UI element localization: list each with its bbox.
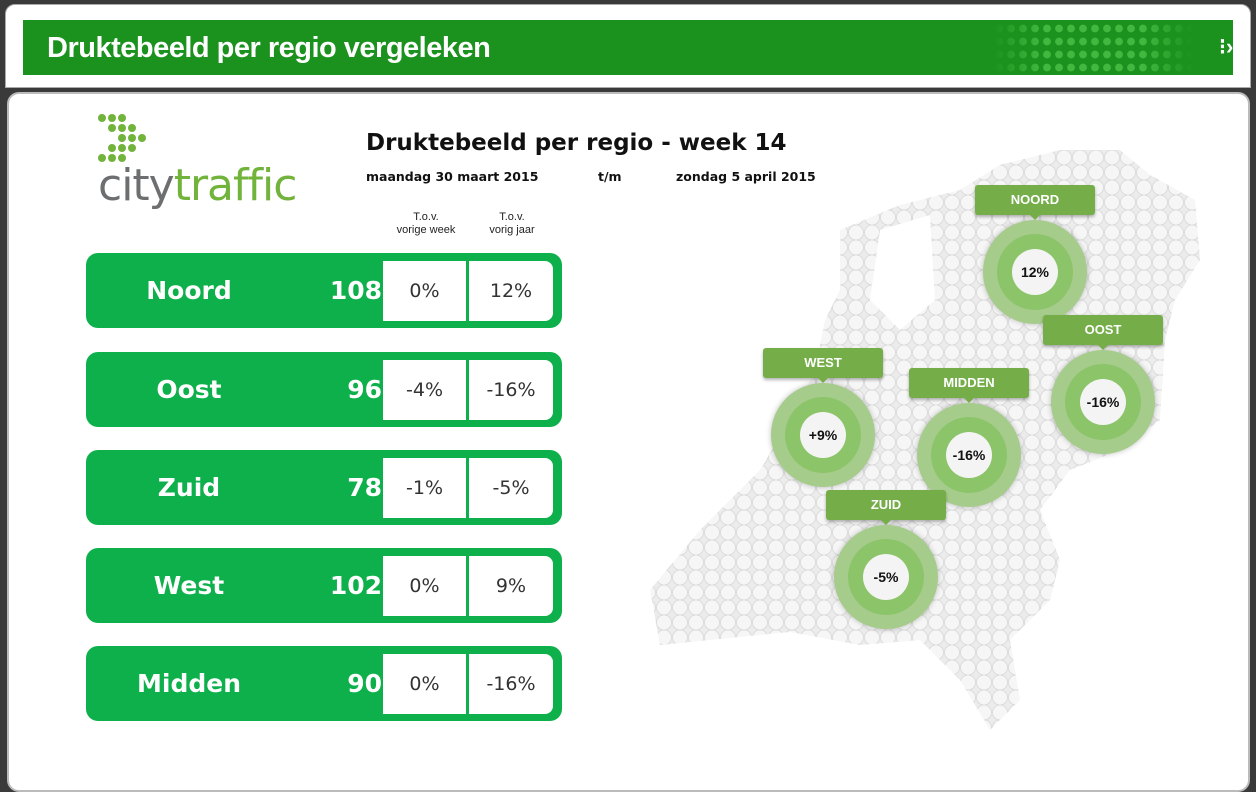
column-header-line: T.o.v. <box>499 211 525 223</box>
logo-text: citytraffic <box>98 160 298 211</box>
vs-week-cell: 0% <box>383 556 466 616</box>
column-header-line: vorige week <box>396 224 456 236</box>
column-header-line: vorig jaar <box>489 224 535 236</box>
badge-label: ZUID <box>826 490 946 525</box>
date-separator: t/m <box>598 169 622 184</box>
column-header-prev-year: T.o.v. vorig jaar <box>469 211 555 237</box>
region-row-oost: Oost 96 -4% -16% <box>86 352 562 427</box>
region-row-west: West 102 0% 9% <box>86 548 562 623</box>
vs-year-cell: -5% <box>469 458 553 518</box>
report-title: Druktebeeld per regio - week 14 <box>366 130 787 156</box>
region-name: Midden <box>137 669 241 698</box>
region-name: Noord <box>146 276 232 305</box>
region-row-noord: Noord 108 0% 12% <box>86 253 562 328</box>
badge-value: -5% <box>863 554 909 600</box>
region-name: Zuid <box>157 473 221 502</box>
badge-value: +9% <box>800 412 846 458</box>
badge-label: OOST <box>1043 315 1163 350</box>
vs-week-cell: -4% <box>383 360 466 420</box>
badge-value: 12% <box>1012 249 1058 295</box>
badge-value: -16% <box>946 432 992 478</box>
logo-dots-icon <box>98 114 146 162</box>
date-to: zondag 5 april 2015 <box>676 169 816 184</box>
region-value: 102 <box>329 571 382 600</box>
vs-year-cell: 12% <box>469 261 553 321</box>
map-inland-water <box>870 215 935 330</box>
region-row-midden: Midden 90 0% -16% <box>86 646 562 721</box>
decorative-dots <box>993 22 1193 73</box>
date-from: maandag 30 maart 2015 <box>366 169 539 184</box>
vs-year-cell: -16% <box>469 654 553 714</box>
region-name: Oost <box>156 375 222 404</box>
region-value: 108 <box>329 276 382 305</box>
badge-label: NOORD <box>975 185 1095 220</box>
region-value: 90 <box>347 669 382 698</box>
column-header-prev-week: T.o.v. vorige week <box>383 211 469 237</box>
badge-label: WEST <box>763 348 883 383</box>
citytraffic-logo: citytraffic <box>96 112 306 212</box>
column-header-line: T.o.v. <box>413 211 439 223</box>
vs-year-cell: -16% <box>469 360 553 420</box>
region-row-zuid: Zuid 78 -1% -5% <box>86 450 562 525</box>
logo-city: city <box>98 160 175 211</box>
badge-label: MIDDEN <box>909 368 1029 403</box>
region-value: 96 <box>347 375 382 404</box>
region-name: West <box>153 571 225 600</box>
title-bar: Druktebeeld per regio vergeleken ⁝› <box>23 20 1233 75</box>
page-title: Druktebeeld per regio vergeleken <box>47 32 491 64</box>
dotted-arrow-icon: ⁝› <box>1219 34 1234 59</box>
region-value: 78 <box>347 473 382 502</box>
vs-week-cell: -1% <box>383 458 466 518</box>
vs-week-cell: 0% <box>383 654 466 714</box>
badge-value: -16% <box>1080 379 1126 425</box>
vs-year-cell: 9% <box>469 556 553 616</box>
logo-traffic: traffic <box>173 160 298 211</box>
vs-week-cell: 0% <box>383 261 466 321</box>
